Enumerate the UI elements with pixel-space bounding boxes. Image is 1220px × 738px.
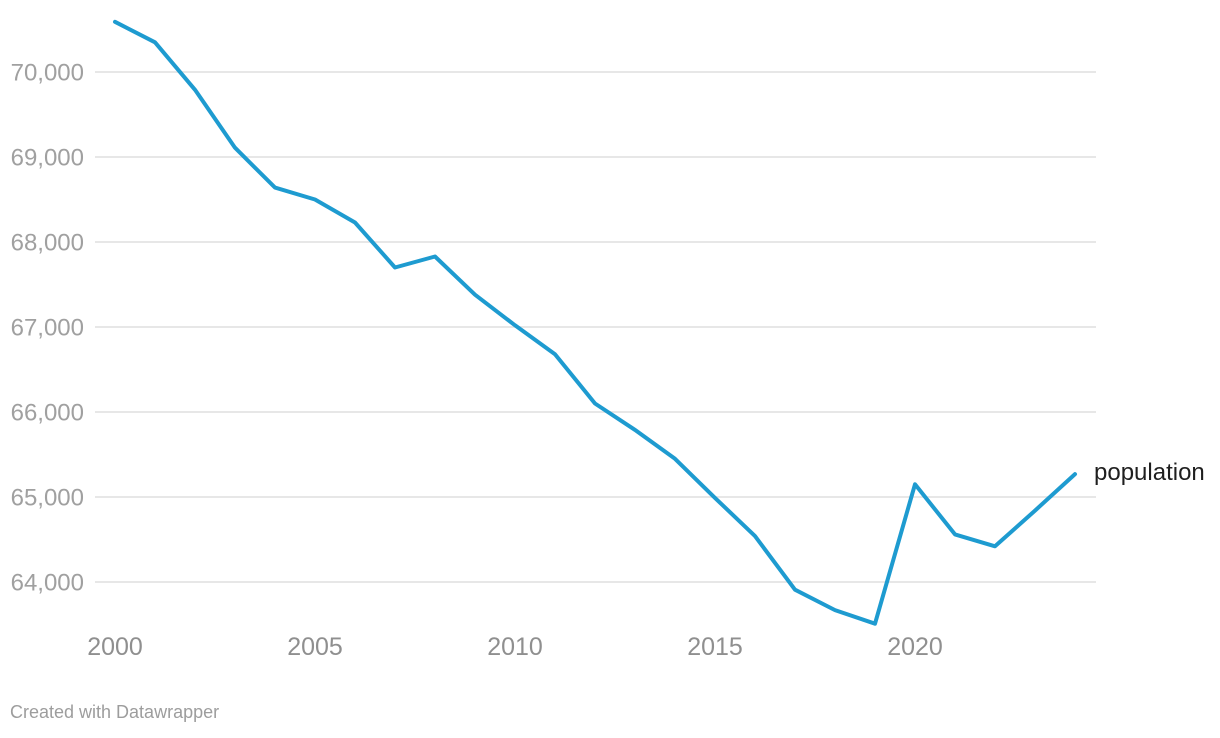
- y-tick-label: 65,000: [11, 485, 84, 512]
- x-tick-label: 2005: [287, 633, 343, 661]
- x-tick-label: 2020: [887, 633, 943, 661]
- y-tick-label: 66,000: [11, 400, 84, 427]
- population-series-line: [113, 19, 1077, 626]
- datawrapper-attribution-link[interactable]: Created with Datawrapper: [10, 702, 220, 722]
- y-tick-label: 70,000: [11, 60, 84, 87]
- x-tick-label: 2010: [487, 633, 543, 661]
- y-tick-label: 67,000: [11, 315, 84, 342]
- y-tick-label: 64,000: [11, 570, 84, 597]
- x-tick-label: 2015: [687, 633, 743, 661]
- y-tick-label: 68,000: [11, 230, 84, 257]
- population-line-chart: 64,000 65,000 66,000 67,000 68,000 69,000 70,0…: [11, 19, 1096, 661]
- series-end-label: population: [1094, 459, 1205, 486]
- x-tick-label: 2000: [87, 633, 143, 661]
- y-tick-label: 69,000: [11, 145, 84, 172]
